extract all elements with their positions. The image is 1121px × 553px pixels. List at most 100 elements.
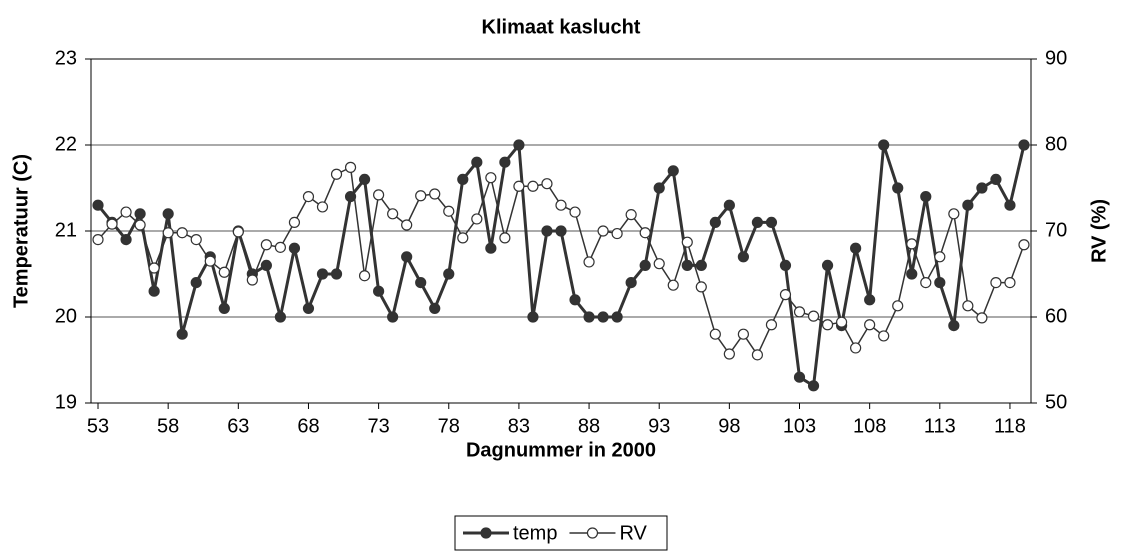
y-tick-label: 23 (55, 47, 77, 69)
point (373, 285, 385, 297)
point (906, 238, 918, 250)
point (962, 300, 974, 312)
point (765, 319, 778, 331)
point (316, 268, 329, 280)
x-tick-label: 63 (227, 415, 249, 437)
point (821, 319, 834, 331)
point (274, 241, 287, 253)
legend-marker (480, 527, 492, 539)
y-tick-label: 19 (55, 391, 77, 413)
point (737, 251, 749, 263)
point (443, 205, 455, 217)
point (934, 277, 946, 289)
point (527, 311, 539, 323)
point (260, 239, 272, 251)
point (415, 277, 427, 289)
point (1018, 139, 1030, 151)
point (218, 302, 230, 314)
y-tick-label: 21 (55, 219, 77, 241)
point (878, 139, 890, 151)
x-tick-label: 98 (718, 415, 740, 437)
x-tick-label: 78 (438, 415, 460, 437)
x-tick-label: 68 (297, 415, 319, 437)
point (948, 320, 960, 332)
y2-tick-label: 60 (1045, 305, 1067, 327)
y-tick-label: 22 (55, 133, 77, 155)
point (471, 213, 483, 225)
point (695, 259, 707, 271)
point (892, 300, 904, 312)
point (555, 199, 567, 211)
point (653, 182, 665, 194)
point (976, 312, 988, 324)
point (288, 242, 301, 254)
point (401, 219, 413, 231)
point (962, 199, 974, 211)
x-tick-label: 93 (648, 415, 670, 437)
y-tick-label: 20 (55, 305, 77, 327)
plot-border (90, 58, 1032, 404)
point (302, 191, 315, 203)
point (541, 178, 553, 190)
point (625, 209, 637, 221)
point (358, 270, 371, 282)
point (723, 199, 735, 211)
x-tick-label: 88 (578, 415, 600, 437)
point (948, 208, 960, 220)
point (190, 234, 202, 246)
x-axis-label: Dagnummer in 2000 (466, 439, 656, 461)
point (555, 225, 567, 237)
x-tick-label: 103 (783, 415, 816, 437)
point (667, 165, 679, 177)
point (934, 251, 946, 263)
y2-tick-label: 70 (1045, 219, 1067, 241)
point (429, 302, 441, 314)
x-tick-label: 108 (853, 415, 886, 437)
point (990, 277, 1002, 289)
x-tick-label: 83 (508, 415, 530, 437)
point (541, 225, 553, 237)
point (162, 227, 174, 239)
point (176, 227, 188, 239)
x-tick-label: 73 (367, 415, 389, 437)
point (1004, 199, 1016, 211)
point (1018, 239, 1030, 251)
point (120, 206, 132, 218)
point (892, 182, 904, 194)
point (835, 316, 848, 328)
legend-label: temp (513, 522, 557, 544)
point (639, 227, 651, 239)
point (373, 189, 385, 201)
y2-tick-label: 80 (1045, 133, 1067, 155)
point (190, 277, 202, 289)
x-tick-label: 118 (994, 415, 1026, 437)
x-tick-label: 58 (157, 415, 179, 437)
point (218, 266, 230, 278)
point (793, 306, 806, 318)
point (906, 268, 918, 280)
point (667, 279, 679, 291)
point (513, 180, 525, 192)
point (204, 255, 216, 267)
point (779, 259, 792, 271)
point (148, 285, 160, 297)
point (499, 156, 511, 168)
point (765, 216, 778, 228)
point (387, 311, 399, 323)
point (597, 311, 609, 323)
point (807, 310, 820, 322)
point (134, 219, 146, 231)
point (807, 380, 820, 392)
point (850, 242, 862, 254)
point (246, 274, 258, 286)
point (751, 216, 764, 228)
x-tick-label: 113 (924, 415, 956, 437)
point (401, 251, 413, 263)
point (976, 182, 988, 194)
point (92, 199, 104, 211)
point (344, 191, 357, 203)
series-line (97, 166, 1025, 357)
point (443, 268, 455, 280)
point (415, 190, 427, 202)
